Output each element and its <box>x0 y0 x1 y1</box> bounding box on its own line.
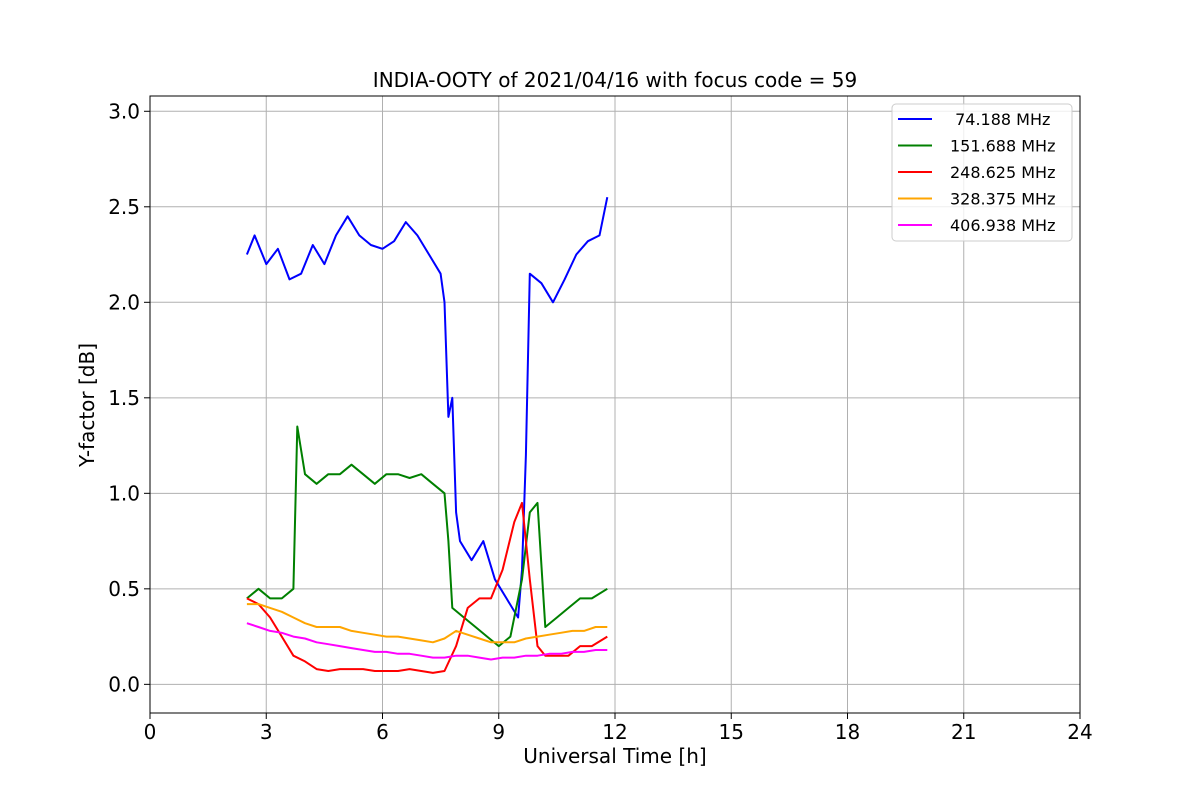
series-line-3 <box>246 603 608 644</box>
x-axis-ticks: 0 3 6 9 12 15 18 21 24 <box>144 713 1093 744</box>
y-tick-label: 2.5 <box>108 195 140 219</box>
y-tick-label: 0.0 <box>108 672 140 696</box>
x-tick-label: 12 <box>602 720 627 744</box>
legend-label: 248.625 MHz <box>950 163 1055 182</box>
legend-box <box>891 103 1073 242</box>
legend-entries: 74.188 MHz 151.688 MHz 248.625 MHz 328.375 … <box>898 110 1055 235</box>
x-tick-label: 24 <box>1067 720 1092 744</box>
x-tick-label: 3 <box>260 720 273 744</box>
chart-title: INDIA-OOTY of 2021/04/16 with focus code… <box>373 68 857 92</box>
y-axis-ticks: 0.0 0.5 1.0 1.5 2.0 2.5 3.0 <box>108 99 150 696</box>
x-tick-label: 18 <box>835 720 860 744</box>
y-tick-label: 2.0 <box>108 290 140 314</box>
legend-label: 406.938 MHz <box>950 216 1055 235</box>
series-line-4 <box>246 622 608 661</box>
series-layer <box>245 196 609 674</box>
x-tick-label: 0 <box>144 720 157 744</box>
series-line-1 <box>246 425 608 648</box>
x-tick-label: 15 <box>719 720 744 744</box>
y-tick-label: 3.0 <box>108 99 140 123</box>
y-tick-label: 1.5 <box>108 386 140 410</box>
legend-label: 151.688 MHz <box>950 137 1055 156</box>
series-line-0 <box>245 196 609 619</box>
x-axis-label: Universal Time [h] <box>523 744 706 768</box>
y-tick-label: 1.0 <box>108 481 140 505</box>
legend: 74.188 MHz 151.688 MHz 248.625 MHz 328.375 … <box>891 103 1073 242</box>
y-tick-label: 0.5 <box>108 577 140 601</box>
x-tick-label: 9 <box>492 720 505 744</box>
x-tick-label: 6 <box>376 720 389 744</box>
series-line-2 <box>246 501 608 674</box>
legend-label: 74.188 MHz <box>950 110 1050 129</box>
x-tick-label: 21 <box>951 720 976 744</box>
y-axis-label: Y-factor [dB] <box>75 343 99 468</box>
legend-label: 328.375 MHz <box>950 190 1055 209</box>
